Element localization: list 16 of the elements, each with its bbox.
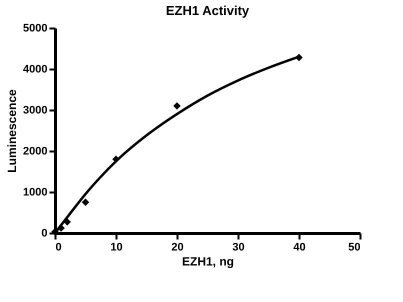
y-tick-label: 2000 <box>23 146 48 158</box>
point <box>173 102 181 110</box>
x-tick-label: 10 <box>110 242 123 254</box>
x-tick-label: 0 <box>56 242 62 254</box>
y-axis-title: Luminescence <box>5 88 20 173</box>
y-tick-label: 4000 <box>23 64 48 76</box>
y-tick-label: 5000 <box>23 22 48 34</box>
x-axis-title: EZH1, ng <box>182 254 234 268</box>
x-tick-label: 20 <box>171 242 184 254</box>
x-tick-label: 50 <box>348 242 360 254</box>
chart-title: EZH1 Activity <box>166 3 250 18</box>
y-tick-label: 3000 <box>23 104 48 116</box>
x-tick-label: 40 <box>293 242 306 254</box>
x-tick-label: 30 <box>232 242 245 254</box>
y-tick-label: 0 <box>41 228 48 240</box>
y-tick-label: 1000 <box>23 186 48 198</box>
